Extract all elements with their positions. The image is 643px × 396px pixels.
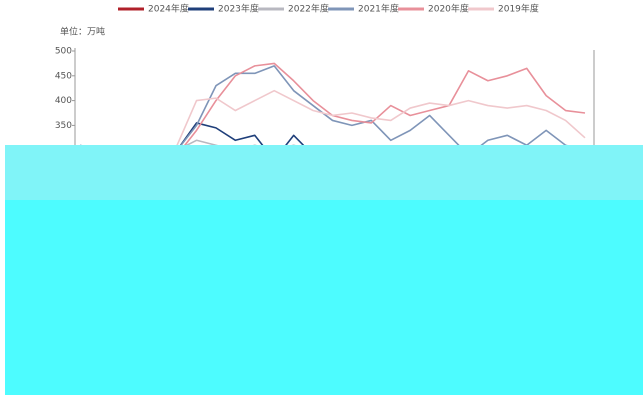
legend-label: 2023年度 [218, 3, 259, 15]
y-tick-label: 400 [55, 96, 72, 106]
y-tick-label: 500 [55, 47, 72, 57]
legend-label: 2019年度 [498, 3, 539, 15]
legend-label: 2020年度 [428, 3, 469, 15]
overlay [5, 145, 643, 201]
y-tick-label: 350 [55, 121, 72, 131]
legend-label: 2022年度 [288, 3, 329, 15]
y-tick-label: 450 [55, 71, 72, 81]
overlay [5, 200, 643, 395]
legend-label: 2021年度 [358, 3, 399, 15]
y-axis-label: 单位：万吨 [60, 26, 105, 38]
legend-label: 2024年度 [148, 3, 189, 15]
